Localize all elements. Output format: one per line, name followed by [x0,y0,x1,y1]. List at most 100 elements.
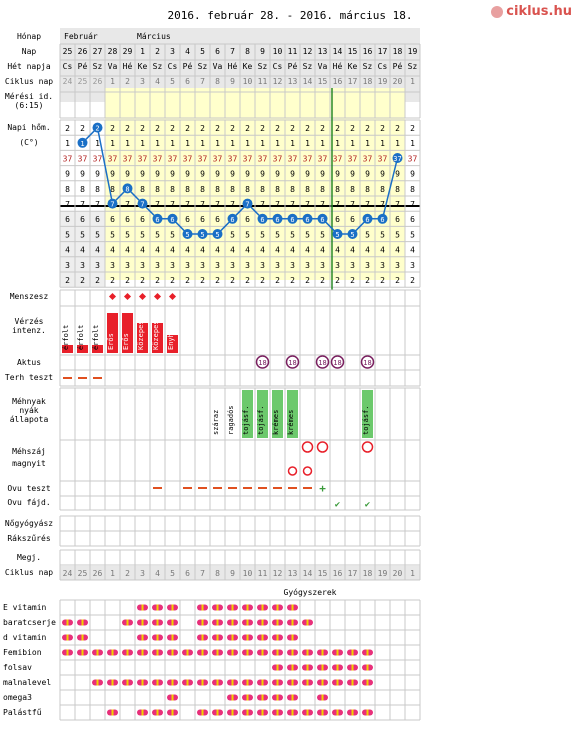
day-number: 11 [288,47,298,56]
temp-cell: 37 [153,154,163,163]
temp-cell: 7 [230,200,235,209]
temp-cell: 7 [95,200,100,209]
temp-cell: 4 [95,246,100,255]
mucus-label: tojásf. [257,405,265,435]
site-logo[interactable]: ciklus.hu [491,4,572,19]
temp-cell: 6 [350,215,355,224]
cycle-day: 11 [258,77,268,86]
pill-band [201,619,204,626]
temp-point-label: 5 [335,231,339,239]
temp-point-label: 6 [290,216,294,224]
temp-cell: 4 [80,246,85,255]
temp-point-label: 6 [155,216,159,224]
temp-cell: 2 [80,124,85,133]
temp-cell: 9 [275,170,280,179]
label-cycle-day-2: Ciklus nap [5,568,53,577]
temp-cell: 5 [380,230,385,239]
pill-band [231,709,234,716]
temp-point [212,229,223,239]
cycle-day: 4 [155,77,160,86]
temp-cell: 3 [140,261,145,270]
temp-cell: 37 [348,154,358,163]
temp-cell: 5 [320,230,325,239]
pill-band [291,694,294,701]
weekday: Cs [378,62,388,71]
pill-band [141,649,144,656]
weekday: Hé [333,61,343,71]
pill-band [96,679,99,686]
temp-point [362,213,373,224]
cycle-day-bottom: 18 [363,569,373,578]
label-mucus-3: állapota [10,415,49,424]
weekday: Va [108,62,118,71]
temp-cell: 5 [155,230,160,239]
pill-band [81,634,84,641]
temp-cell: 7 [65,200,70,209]
temp-cell: 2 [275,276,280,285]
cycle-day-bottom: 24 [63,569,73,578]
cycle-day: 8 [215,77,220,86]
pill-band [306,709,309,716]
pill-band [231,694,234,701]
temp-point-label: 6 [365,216,369,224]
temp-cell: 5 [260,230,265,239]
temp-cell: 4 [170,246,175,255]
temp-cell: 2 [350,124,355,133]
pill-band [231,679,234,686]
cycle-day-bottom: 6 [185,569,190,578]
pill-band [216,679,219,686]
temp-cell: 4 [365,246,370,255]
temp-cell: 6 [215,215,220,224]
temp-cell: 6 [410,215,415,224]
temp-point [257,213,268,224]
temp-cell: 7 [215,200,220,209]
temp-cell: 3 [410,261,415,270]
temp-point [107,198,118,209]
cycle-day: 1 [110,77,115,86]
cycle-day-bottom: 11 [258,569,268,578]
temp-point-label: 6 [230,216,234,224]
temp-point-label: 6 [275,216,279,224]
temp-point-label: 6 [305,216,309,224]
bleeding-bar [77,345,88,353]
temp-cell: 37 [333,154,343,163]
temp-cell: 2 [200,124,205,133]
bleeding-label: Közepes [137,320,145,350]
meds-title: Gyógyszerek [284,587,337,597]
pill-band [276,694,279,701]
temp-point-label: 7 [110,201,114,209]
temp-cell: 37 [168,154,178,163]
sex-marker-label: 18 [333,359,341,367]
day-number: 18 [393,47,403,56]
temp-cell: 2 [155,124,160,133]
pill-band [276,604,279,611]
temp-cell: 9 [290,170,295,179]
pill-band [276,619,279,626]
label-temp: Napi hőm. [7,123,50,132]
cycle-day-bottom: 5 [170,569,175,578]
pill-band [66,649,69,656]
mucus-bar [242,390,253,438]
temp-cell: 6 [65,215,70,224]
temp-point-label: 37 [393,155,401,163]
temp-cell: 6 [245,215,250,224]
temp-cell: 8 [305,185,310,194]
temp-cell: 3 [230,261,235,270]
cycle-day: 16 [333,77,343,86]
mucus-label: krémes [287,410,295,435]
temp-cell: 4 [65,246,70,255]
weekday: Sz [258,62,268,71]
pill-band [366,709,369,716]
temp-cell: 8 [395,185,400,194]
temp-cell: 2 [125,124,130,133]
day-number: 19 [408,47,418,56]
bleeding-bar [167,335,178,353]
temp-cell: 1 [65,139,70,148]
temp-point-label: 6 [170,216,174,224]
weekday: Pé [78,61,88,71]
temp-cell: 1 [350,139,355,148]
temp-cell: 37 [63,154,73,163]
temp-cell: 8 [290,185,295,194]
cycle-day: 18 [363,77,373,86]
day-number: 3 [170,47,175,56]
